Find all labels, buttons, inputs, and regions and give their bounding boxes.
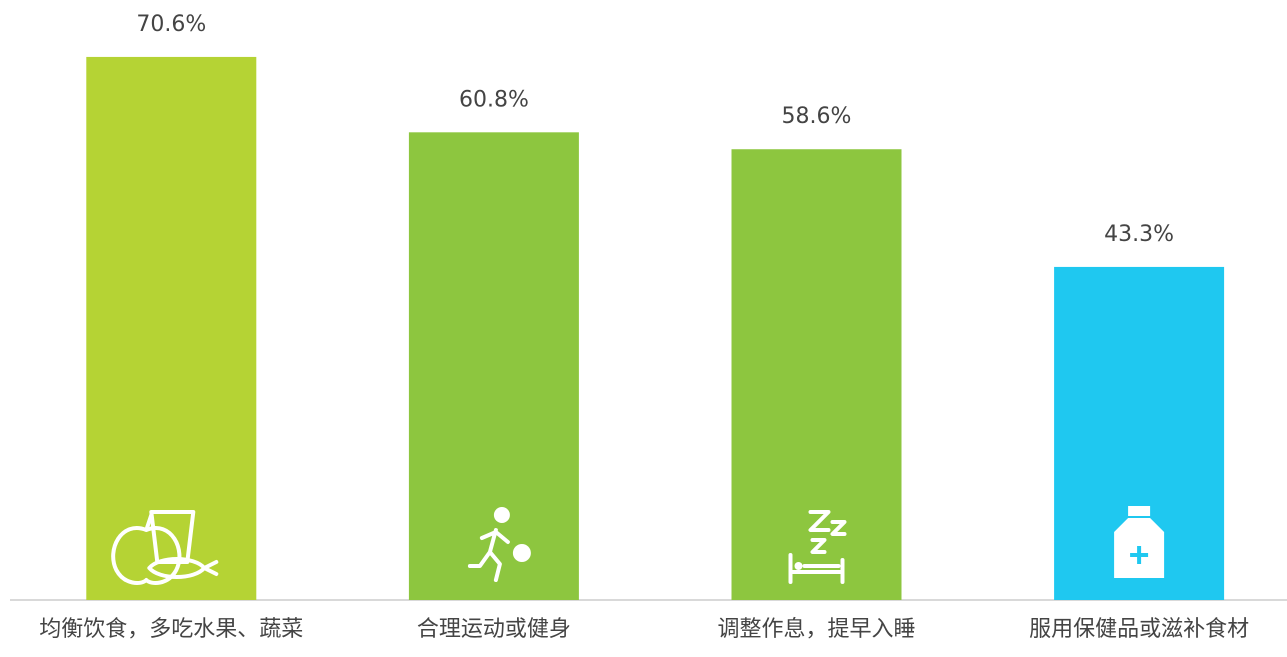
icon-cross	[1130, 546, 1149, 564]
bar	[408, 132, 579, 601]
icons	[111, 506, 1165, 585]
value-label: 43.3%	[1104, 222, 1174, 247]
x-tick-label: 服用保健品或滋补食材	[1029, 617, 1249, 642]
icon-pillow	[794, 562, 803, 570]
icon-z	[808, 510, 847, 554]
bar	[731, 149, 902, 600]
icon-body	[467, 528, 510, 582]
icon-cup	[149, 510, 196, 564]
icon-head	[493, 507, 510, 523]
x-tick-label: 调整作息，提早入睡	[717, 617, 915, 642]
icon-ball	[512, 544, 531, 562]
icon-cap	[1128, 506, 1151, 516]
x-tick-label: 均衡饮食，多吃水果、蔬菜	[39, 617, 303, 642]
icon-carrot	[147, 557, 219, 579]
value-label: 70.6%	[136, 12, 206, 37]
value-label: 58.6%	[782, 104, 852, 129]
icon-bed	[788, 553, 845, 584]
x-tick-label: 合理运动或健身	[417, 617, 571, 642]
bar	[86, 56, 257, 600]
value-label: 60.8%	[459, 87, 529, 112]
